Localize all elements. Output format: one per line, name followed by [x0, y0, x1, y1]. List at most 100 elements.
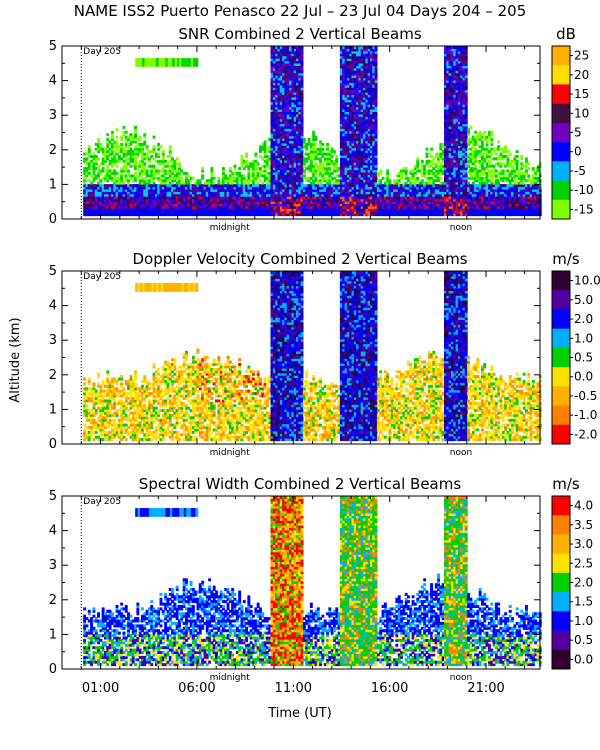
heatmap-cell — [136, 210, 140, 214]
heatmap-cell — [314, 203, 318, 207]
heatmap-cell — [124, 157, 128, 161]
heatmap-cell — [254, 196, 258, 200]
heatmap-cell — [252, 186, 255, 190]
heatmap-cell — [307, 140, 311, 144]
heatmap-cell — [309, 193, 313, 197]
heatmap-cell — [365, 65, 369, 69]
heatmap-cell — [291, 171, 295, 175]
heatmap-cell — [353, 208, 357, 212]
heatmap-cell — [277, 123, 281, 127]
heatmap-cell — [157, 152, 161, 156]
heatmap-cell — [328, 196, 332, 200]
heatmap-cell — [360, 70, 364, 74]
heatmap-cell — [314, 208, 318, 212]
heatmap-cell — [272, 140, 276, 144]
heatmap-cell — [231, 181, 235, 185]
heatmap-cell — [104, 155, 107, 158]
heatmap-cell — [418, 184, 422, 188]
heatmap-cell — [127, 184, 130, 188]
heatmap-cell — [201, 167, 205, 171]
heatmap-cell — [390, 210, 394, 214]
heatmap-cell — [286, 145, 290, 149]
heatmap-cell — [277, 203, 281, 207]
heatmap-cell — [365, 164, 369, 168]
heatmap-cell — [370, 94, 373, 98]
heatmap-cell — [254, 198, 258, 202]
heatmap-cell — [416, 203, 420, 207]
heatmap-cell — [411, 201, 415, 204]
heatmap-cell — [265, 157, 269, 161]
heatmap-cell — [270, 111, 274, 115]
heatmap-cell — [85, 208, 89, 212]
heatmap-cell — [441, 193, 445, 197]
heatmap-cell — [344, 101, 348, 105]
heatmap-cell — [159, 145, 163, 149]
heatmap-cell — [372, 196, 376, 200]
heatmap-cell — [215, 186, 218, 190]
heatmap-cell — [201, 193, 205, 197]
heatmap-cell — [365, 106, 369, 110]
heatmap-cell — [291, 162, 295, 166]
heatmap-cell — [127, 142, 130, 146]
heatmap-cell — [372, 167, 376, 171]
heatmap-cell — [272, 63, 276, 66]
heatmap-cell — [152, 208, 156, 212]
heatmap-cell — [342, 142, 346, 146]
heatmap-cell — [330, 147, 334, 151]
heatmap-cell — [293, 208, 297, 212]
heatmap-cell — [372, 203, 376, 207]
heatmap-cell — [372, 150, 376, 154]
heatmap-cell — [136, 142, 140, 146]
heatmap-cell — [127, 186, 130, 190]
heatmap-cell — [451, 210, 454, 214]
heatmap-cell — [231, 208, 235, 212]
heatmap-cell — [416, 205, 420, 209]
heatmap-cell — [161, 159, 165, 163]
heatmap-cell — [115, 191, 119, 195]
heatmap-cell — [342, 70, 346, 74]
heatmap-cell — [351, 109, 355, 112]
heatmap-cell — [305, 176, 309, 180]
heatmap-cell — [344, 167, 348, 171]
heatmap-cell — [175, 171, 179, 175]
heatmap-cell — [407, 210, 410, 214]
heatmap-cell — [342, 121, 346, 125]
heatmap-cell — [393, 205, 396, 209]
heatmap-cell — [101, 208, 105, 212]
heatmap-cell — [370, 111, 373, 115]
heatmap-cell — [335, 164, 339, 168]
heatmap-cell — [171, 179, 174, 183]
heatmap-cell — [374, 176, 378, 180]
heatmap-cell — [279, 201, 283, 204]
heatmap-cell — [289, 55, 292, 59]
heatmap-cell — [367, 99, 371, 103]
heatmap-cell — [272, 150, 276, 154]
heatmap-cell — [138, 198, 142, 202]
heatmap-cell — [94, 159, 98, 163]
heatmap-cell — [159, 186, 163, 190]
heatmap-cell — [390, 186, 394, 190]
heatmap-cell — [87, 201, 91, 204]
heatmap-cell — [365, 210, 369, 214]
heatmap-cell — [376, 184, 380, 188]
heatmap-cell — [263, 145, 267, 149]
heatmap-cell — [298, 164, 302, 168]
heatmap-cell — [353, 205, 357, 209]
heatmap-cell — [386, 186, 390, 190]
heatmap-cell — [353, 179, 357, 183]
heatmap-cell — [259, 150, 262, 154]
heatmap-cell — [365, 55, 369, 59]
heatmap-cell — [353, 125, 357, 129]
heatmap-cell — [99, 162, 103, 166]
heatmap-cell — [196, 191, 200, 195]
heatmap-cell — [300, 155, 304, 158]
heatmap-cell — [339, 213, 343, 217]
heatmap-cell — [367, 138, 371, 141]
heatmap-cell — [173, 184, 177, 188]
heatmap-cell — [360, 167, 364, 171]
heatmap-cell — [154, 198, 158, 202]
heatmap-cell — [83, 188, 87, 192]
heatmap-cell — [372, 65, 376, 69]
heatmap-cell — [168, 150, 172, 154]
heatmap-cell — [356, 213, 359, 217]
